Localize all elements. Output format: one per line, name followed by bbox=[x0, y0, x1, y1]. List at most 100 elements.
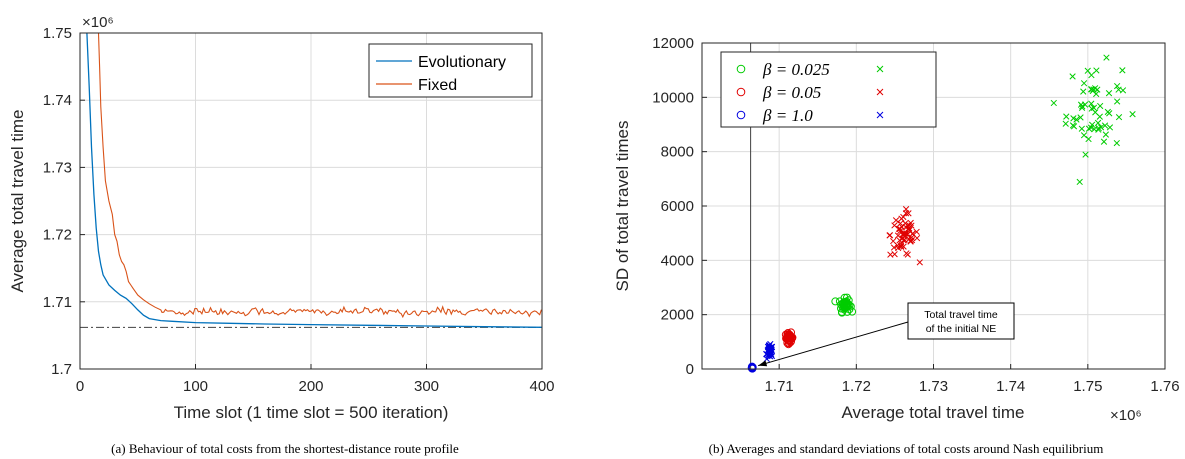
scatter-point-x bbox=[894, 242, 901, 249]
scatter-point-x bbox=[1062, 120, 1069, 127]
scatter-point-x bbox=[913, 228, 920, 236]
chart-a-xtick-label: 0 bbox=[76, 378, 84, 395]
scatter-point-x bbox=[1070, 115, 1077, 122]
scatter-point-x bbox=[1085, 135, 1092, 143]
scatter-point-circle bbox=[748, 363, 757, 372]
series-line-fixed bbox=[97, 32, 542, 319]
chart-b-ytick-label: 0 bbox=[686, 361, 694, 378]
scatter-point-x bbox=[1113, 98, 1121, 105]
scatter-point-x bbox=[903, 230, 910, 237]
scatter-point-x bbox=[1069, 73, 1076, 80]
chart-a-legend-box bbox=[368, 43, 533, 98]
annotation-arrowhead bbox=[758, 360, 768, 367]
chart-b-ytick-label: 12000 bbox=[652, 35, 694, 52]
scatter-point-x bbox=[1104, 108, 1111, 116]
chart-a-caption: (a) Behaviour of total costs from the sh… bbox=[111, 441, 459, 456]
scatter-point-x bbox=[890, 244, 898, 251]
scatter-point-x bbox=[876, 65, 884, 73]
scatter-point-x bbox=[1087, 86, 1095, 93]
chart-b-legend-box bbox=[720, 51, 937, 128]
scatter-point-x bbox=[1119, 67, 1126, 74]
chart-b-ylabel: SD of total travel times bbox=[613, 120, 632, 291]
chart-a-legend: Evolutionary Fixed bbox=[368, 43, 533, 98]
chart-b-xtick-label: 1.72 bbox=[842, 378, 871, 395]
scatter-point-x bbox=[1101, 122, 1109, 129]
scatter-point-x bbox=[1113, 139, 1120, 147]
scatter-point-x bbox=[897, 220, 904, 227]
annotation-box bbox=[907, 302, 1015, 340]
scatter-point-x bbox=[892, 217, 900, 224]
chart-b-legend: β = 0.025 β = 0.05 β = 1.0 bbox=[720, 51, 937, 128]
scatter-point-x bbox=[1063, 113, 1070, 120]
annotation-arrow bbox=[758, 321, 909, 367]
scatter-point-x bbox=[1097, 102, 1104, 110]
scatter-point-x bbox=[891, 222, 898, 229]
scatter-point-x bbox=[765, 346, 772, 353]
scatter-point-x bbox=[1079, 103, 1086, 110]
scatter-point-x bbox=[1091, 85, 1099, 92]
chart-a-xtick-label: 200 bbox=[298, 378, 323, 395]
scatter-point-circle bbox=[784, 332, 793, 341]
scatter-point-x bbox=[763, 351, 770, 358]
chart-b-xtick-label: 1.73 bbox=[919, 378, 948, 395]
chart-b: 1.71 1.72 1.73 1.74 1.75 1.76 0 2000 4000 6000 800… bbox=[613, 35, 1180, 456]
chart-b-caption: (b) Averages and standard deviations of … bbox=[709, 441, 1104, 456]
scatter-point-x bbox=[916, 259, 923, 266]
legend-label-beta-10: β = 1.0 bbox=[762, 106, 813, 125]
scatter-point-x bbox=[1102, 131, 1109, 138]
scatter-point-x bbox=[1087, 124, 1095, 131]
scatter-point-x bbox=[1080, 80, 1088, 87]
chart-a-ytick-label: 1.71 bbox=[43, 294, 72, 311]
scatter-point-x bbox=[908, 234, 915, 241]
scatter-point-x bbox=[1105, 90, 1113, 97]
series-line-evolutionary bbox=[86, 32, 543, 328]
chart-b-ytick-label: 6000 bbox=[661, 198, 694, 215]
annotation-line-1: Total travel time bbox=[924, 309, 998, 321]
scatter-point-circle bbox=[785, 330, 794, 339]
scatter-point-x bbox=[900, 237, 907, 244]
chart-a-ytick-label: 1.7 bbox=[51, 361, 72, 378]
scatter-point-x bbox=[1103, 54, 1110, 61]
scatter-point-x bbox=[1115, 113, 1123, 121]
chart-a-xtick-label: 400 bbox=[529, 378, 554, 395]
chart-a-xlabel: Time slot (1 time slot = 500 iteration) bbox=[174, 403, 449, 422]
scatter-point-x bbox=[1113, 82, 1121, 90]
scatter-point-x bbox=[1088, 71, 1095, 79]
chart-b-ytick-label: 8000 bbox=[661, 144, 694, 161]
chart-b-ytick-label: 10000 bbox=[652, 89, 694, 106]
scatter-point-x bbox=[1082, 151, 1089, 158]
scatter-point-x bbox=[904, 251, 911, 258]
scatter-point-x bbox=[886, 232, 893, 239]
legend-label-evolutionary: Evolutionary bbox=[418, 54, 506, 71]
scatter-point-circle bbox=[736, 64, 746, 74]
scatter-point-x bbox=[908, 236, 916, 244]
chart-a-xtick-label: 100 bbox=[183, 378, 208, 395]
scatter-point-x bbox=[765, 344, 773, 351]
scatter-point-x bbox=[1100, 138, 1108, 145]
scatter-point-x bbox=[900, 243, 907, 250]
scatter-point-x bbox=[1050, 99, 1057, 107]
scatter-point-circle bbox=[848, 307, 857, 316]
scatter-point-x bbox=[876, 88, 884, 96]
scatter-point-x bbox=[905, 210, 912, 217]
scatter-point-x bbox=[897, 243, 905, 250]
scatter-point-x bbox=[1095, 126, 1102, 133]
scatter-point-x bbox=[1077, 114, 1084, 121]
scatter-point-circle bbox=[785, 333, 794, 342]
chart-a-ytick-label: 1.73 bbox=[43, 159, 72, 176]
scatter-point-x bbox=[1106, 124, 1114, 131]
scatter-point-circle bbox=[842, 293, 851, 302]
chart-b-exponent: ×10⁶ bbox=[1110, 407, 1142, 424]
scatter-point-x bbox=[1080, 132, 1088, 139]
chart-a-ytick-label: 1.75 bbox=[43, 25, 72, 42]
scatter-point-circle bbox=[736, 87, 746, 97]
chart-b-xtick-label: 1.74 bbox=[996, 378, 1025, 395]
chart-a-ytick-label: 1.74 bbox=[43, 92, 72, 109]
scatter-point-x bbox=[906, 225, 913, 232]
scatter-point-x bbox=[1078, 104, 1086, 112]
scatter-point-x bbox=[1096, 113, 1103, 120]
scatter-point-x bbox=[1080, 88, 1087, 95]
scatter-point-x bbox=[896, 225, 904, 233]
scatter-point-x bbox=[898, 215, 905, 222]
